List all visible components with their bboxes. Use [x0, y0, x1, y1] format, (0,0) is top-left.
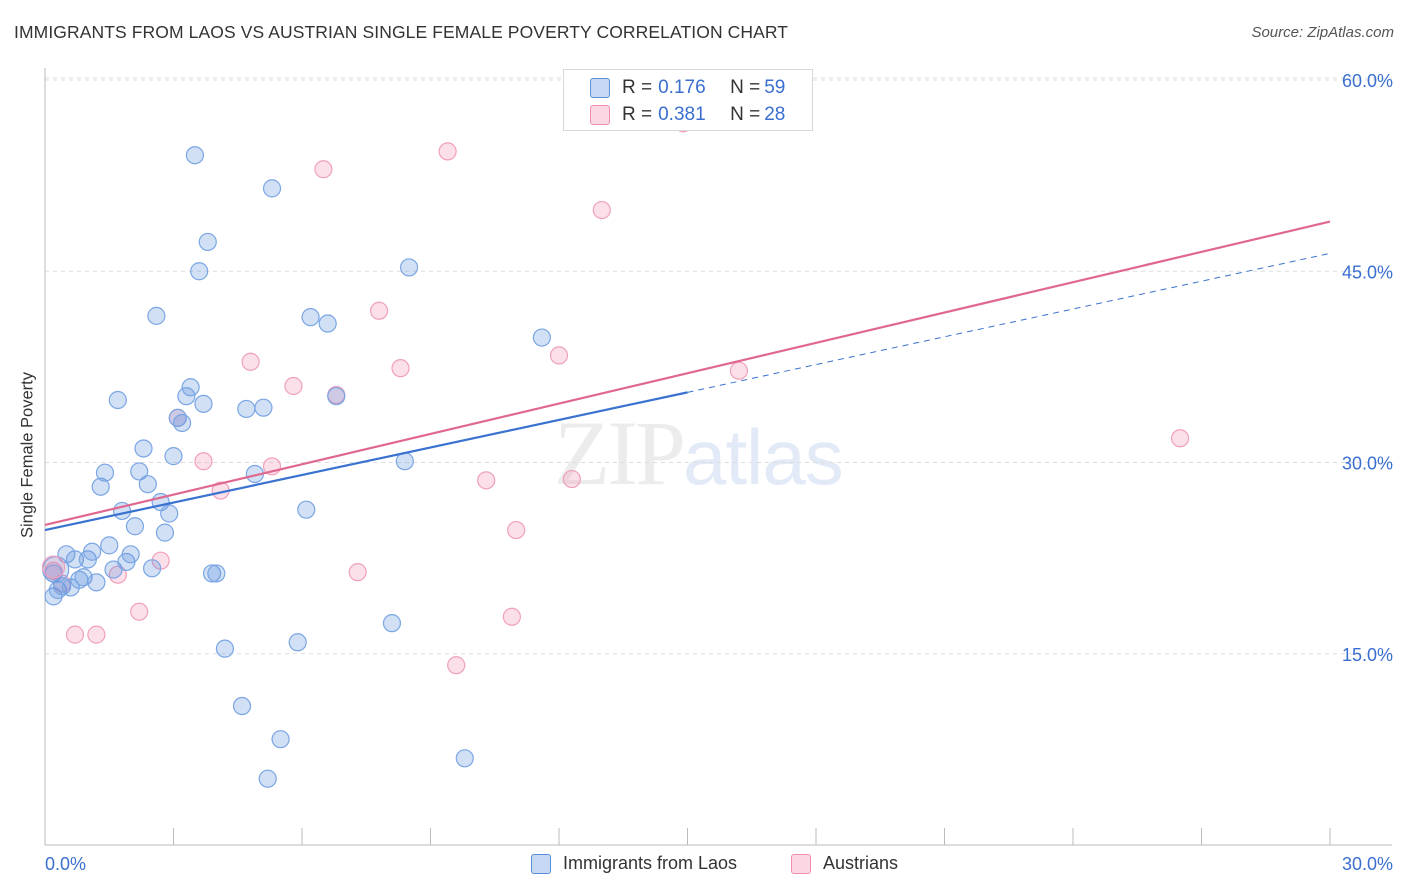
austrians-trend-line: [44, 220, 1331, 527]
stats-row-austrians: R = 0.381 N = 28: [590, 104, 785, 126]
laos-point: [215, 639, 234, 658]
laos-point: [181, 378, 200, 397]
laos-trend-extension: [687, 252, 1331, 393]
stats-row-laos: R = 0.176 N = 59: [590, 77, 785, 99]
laos-point: [91, 477, 110, 496]
austrians-point: [592, 200, 611, 220]
laos-point: [288, 633, 307, 652]
stats-n-label: N =: [730, 104, 761, 125]
y-tick-label: 45.0%: [1342, 262, 1393, 282]
laos-point: [138, 475, 157, 494]
chart-title: IMMIGRANTS FROM LAOS VS AUSTRIAN SINGLE …: [14, 22, 789, 42]
laos-point: [318, 314, 337, 333]
austrians-point: [729, 361, 749, 380]
stats-r-value: 0.381: [658, 104, 706, 125]
x-tick-label: 0.0%: [45, 854, 86, 874]
austrians-point: [1170, 429, 1190, 448]
laos-point: [160, 504, 179, 523]
laos-point: [130, 462, 149, 481]
laos-point: [95, 463, 115, 482]
y-tick-label: 15.0%: [1342, 645, 1393, 665]
laos-point: [172, 413, 192, 433]
austrians-point: [502, 607, 521, 626]
laos-point: [164, 447, 183, 466]
austrians-point: [65, 625, 85, 644]
austrians-point: [447, 656, 466, 675]
laos-point: [262, 179, 282, 198]
laos-point: [185, 146, 205, 165]
laos-point: [198, 232, 217, 252]
legend-item-laos[interactable]: Immigrants from Laos: [531, 853, 737, 874]
laos-point: [87, 573, 106, 592]
laos-point: [142, 559, 162, 578]
x-tick-label: 30.0%: [1342, 854, 1393, 874]
austrians-point: [241, 352, 260, 371]
stats-n-label: N =: [730, 77, 761, 98]
austrians-point: [477, 471, 496, 490]
austrians-point: [130, 602, 149, 621]
laos-point: [327, 387, 346, 406]
austrians-point-large: [41, 555, 66, 579]
austrians-point: [438, 142, 457, 161]
laos-point: [155, 523, 175, 542]
source-credit: Source: ZipAtlas.com: [1251, 24, 1394, 41]
y-tick-label: 30.0%: [1342, 454, 1393, 474]
stats-swatch-blue: [590, 78, 610, 98]
laos-point: [271, 730, 290, 749]
stats-n-value: 28: [764, 104, 786, 125]
laos-point: [254, 398, 273, 417]
austrians-point: [391, 359, 410, 378]
legend-swatch-blue: [531, 853, 551, 874]
laos-point: [207, 564, 226, 583]
stats-r-value: 0.176: [658, 77, 706, 98]
austrians-point: [194, 452, 213, 471]
legend-item-austrians[interactable]: Austrians: [791, 853, 898, 874]
laos-point: [65, 550, 85, 569]
laos-point: [125, 517, 145, 536]
austrians-point: [314, 160, 333, 179]
austrians-point: [507, 520, 526, 540]
laos-point: [382, 614, 402, 633]
laos-point: [190, 262, 209, 281]
laos-point: [108, 390, 127, 410]
austrians-point: [284, 376, 303, 396]
legend-swatch-pink: [791, 853, 811, 874]
legend-label: Immigrants from Laos: [563, 853, 738, 873]
laos-point: [134, 439, 153, 458]
laos-point: [100, 536, 119, 555]
watermark-atlas: atlas: [683, 413, 844, 501]
austrians-point: [370, 301, 389, 320]
stats-r-label: R =: [622, 77, 653, 98]
laos-trend-line: [44, 391, 688, 532]
y-tick-label: 60.0%: [1342, 71, 1393, 91]
stats-swatch-pink: [590, 105, 610, 125]
laos-point: [232, 696, 252, 716]
laos-point: [237, 399, 256, 419]
laos-point: [532, 328, 551, 347]
austrians-point: [87, 625, 106, 644]
stats-r-label: R =: [622, 104, 653, 125]
stats-n-value: 59: [764, 77, 786, 98]
laos-point: [399, 258, 419, 277]
austrians-point: [348, 563, 367, 582]
legend-label: Austrians: [823, 853, 899, 873]
laos-point: [147, 306, 166, 325]
laos-point: [194, 394, 213, 413]
stats-box: R = 0.176 N = 59 R = 0.381 N = 28: [563, 69, 813, 131]
laos-point: [301, 308, 320, 327]
austrians-point: [562, 469, 581, 489]
laos-point: [177, 387, 196, 406]
laos-point: [258, 769, 277, 788]
laos-point: [121, 545, 140, 564]
laos-point: [202, 564, 222, 583]
austrians-point: [549, 346, 569, 365]
laos-point: [83, 542, 102, 561]
laos-point: [455, 749, 474, 768]
laos-point: [297, 500, 316, 519]
